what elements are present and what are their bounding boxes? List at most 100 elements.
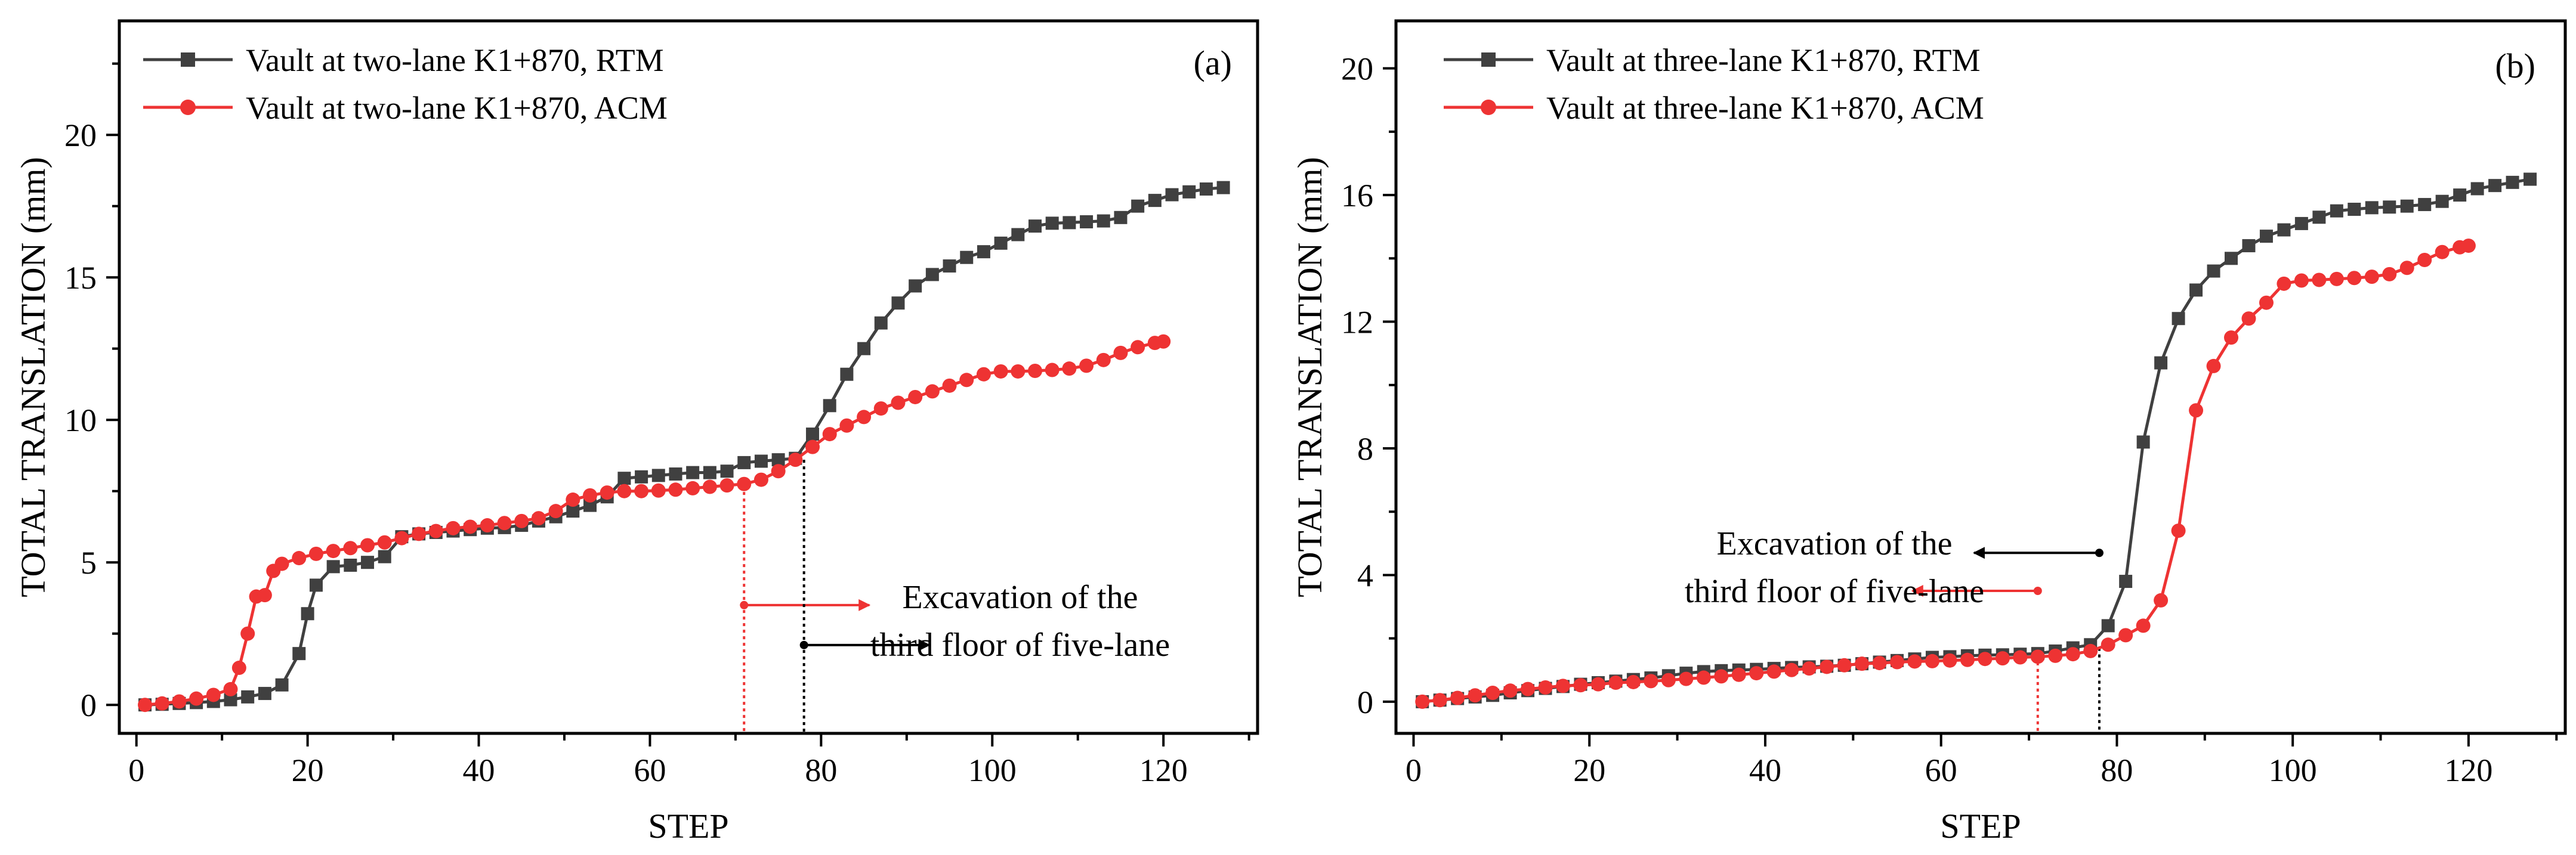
data-point <box>1468 688 1482 703</box>
data-point <box>2347 271 2362 286</box>
data-point <box>428 523 443 538</box>
data-point <box>925 268 939 281</box>
x-tick-label: 120 <box>1139 752 1188 788</box>
data-point <box>2189 283 2203 297</box>
excavation-arrow-origin <box>2033 587 2042 595</box>
data-point <box>548 504 563 519</box>
data-point <box>857 410 872 425</box>
data-point <box>1096 352 1111 367</box>
y-axis-label: TOTAL TRANSLATION (mm) <box>14 157 52 597</box>
data-point <box>2277 223 2291 237</box>
chart-panel-b: 0 20 40 60 80 100 120 0 4 8 12 16 20 STEP TOTAL TRANSL… <box>1290 19 2567 845</box>
data-point <box>231 661 246 676</box>
data-point <box>1113 345 1128 360</box>
data-point <box>2435 244 2450 259</box>
data-point <box>2172 312 2185 326</box>
data-point <box>977 245 990 259</box>
data-point <box>1131 199 1145 213</box>
data-point <box>1942 653 1957 668</box>
data-point <box>2294 216 2308 230</box>
data-point <box>1890 655 1904 670</box>
x-tick-label: 40 <box>1749 752 1781 788</box>
data-point <box>668 482 683 497</box>
data-point <box>908 389 923 404</box>
data-point <box>240 626 255 641</box>
x-tick-label: 0 <box>128 752 144 788</box>
data-point <box>959 373 974 388</box>
data-point <box>1011 364 1026 379</box>
data-point <box>1538 680 1553 695</box>
data-point <box>2206 358 2221 373</box>
data-point <box>1556 679 1570 693</box>
data-point <box>1199 182 1213 196</box>
data-point <box>326 560 340 574</box>
data-point <box>1872 656 1887 671</box>
y-tick-label: 0 <box>1357 684 1373 720</box>
data-point <box>1097 214 1110 228</box>
data-point <box>2136 618 2151 633</box>
data-point <box>1028 219 1042 233</box>
legend-label: Vault at three-lane K1+870, RTM <box>1546 42 1981 78</box>
data-point <box>909 279 922 293</box>
plot-frame <box>1394 19 2567 735</box>
data-point <box>600 485 614 500</box>
data-point <box>189 691 204 706</box>
data-point <box>224 693 237 707</box>
data-point <box>806 428 820 441</box>
data-point <box>497 516 512 531</box>
data-point <box>172 694 187 709</box>
data-point <box>1079 358 1094 373</box>
x-tick-label: 20 <box>1573 752 1605 788</box>
data-point <box>1521 681 1536 696</box>
data-point <box>2154 356 2168 370</box>
data-point <box>2101 619 2115 633</box>
data-point <box>274 556 289 571</box>
series-line <box>1422 244 2469 704</box>
x-tick-label: 100 <box>968 752 1017 788</box>
annotation-line1: Excavation of the <box>1717 525 1953 562</box>
data-point <box>1661 673 1676 687</box>
y-tick-label: 8 <box>1357 431 1373 467</box>
data-point <box>635 470 648 484</box>
data-point <box>2083 643 2098 658</box>
data-point <box>1995 651 2010 666</box>
data-point <box>685 481 700 495</box>
data-point <box>771 464 786 479</box>
data-point <box>719 478 734 493</box>
data-point <box>2013 650 2028 665</box>
data-point <box>206 687 221 702</box>
panel-label: (b) <box>2495 47 2535 85</box>
legend-entry: Vault at three-lane K1+870, ACM <box>1444 90 1984 126</box>
data-point <box>2189 403 2204 418</box>
data-point <box>788 453 803 467</box>
data-point <box>702 479 717 494</box>
legend-label: Vault at two-lane K1+870, RTM <box>246 42 664 78</box>
data-point <box>566 504 580 518</box>
data-point <box>703 466 716 479</box>
data-point <box>1784 662 1799 677</box>
data-point <box>1907 654 1922 669</box>
series-acm <box>1415 238 2476 709</box>
data-point <box>2154 593 2169 608</box>
excavation-arrow-origin <box>2095 549 2104 557</box>
data-point <box>1131 340 1145 355</box>
data-point <box>617 484 632 498</box>
data-point <box>1045 216 1059 230</box>
data-point <box>960 250 974 264</box>
y-tick-label: 5 <box>81 545 97 581</box>
data-point <box>241 690 255 704</box>
data-point <box>891 395 906 410</box>
data-point <box>1714 669 1729 684</box>
data-point <box>1837 658 1852 673</box>
data-point <box>669 467 682 481</box>
data-point <box>1165 188 1179 202</box>
data-point <box>1011 228 1025 241</box>
data-point <box>651 469 665 482</box>
x-tick-label: 40 <box>463 752 495 788</box>
data-point <box>720 464 734 478</box>
data-point <box>1080 215 1094 228</box>
data-point <box>805 439 820 454</box>
data-point <box>1114 210 1128 224</box>
x-axis-label: STEP <box>1940 807 2021 845</box>
